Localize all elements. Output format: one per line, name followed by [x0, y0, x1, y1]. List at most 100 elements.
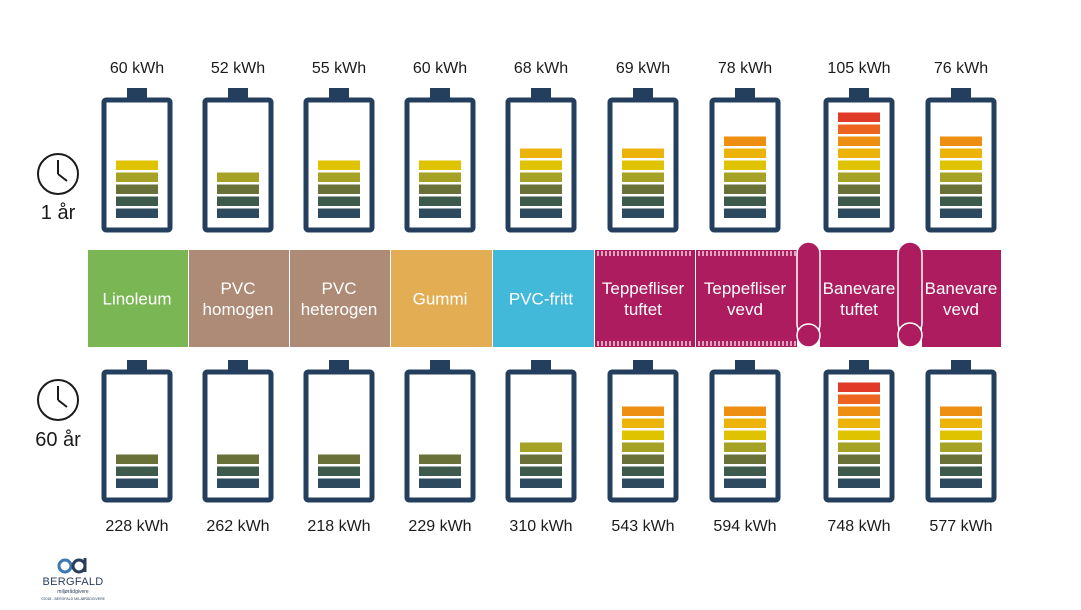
battery-segment	[318, 454, 360, 464]
battery-segment	[622, 172, 664, 182]
clock-icon	[37, 153, 79, 195]
period-label-top: 1 år	[41, 202, 76, 224]
battery-segment	[838, 394, 880, 404]
battery-segment	[116, 184, 158, 194]
battery-segment	[217, 172, 259, 182]
category-block	[595, 250, 695, 347]
battery-segment	[940, 430, 982, 440]
logo-copyright: ©2018 - BERGFALD MILJØRÅDGIVERE	[40, 597, 106, 601]
category-band: Linoleum PVC homogen PVC heterogen Gummi PVC-f…	[88, 241, 1001, 348]
battery-segment	[520, 478, 562, 488]
battery-segment	[622, 148, 664, 158]
battery	[303, 88, 375, 233]
battery-cap	[849, 88, 869, 100]
value-label: 78 kWh	[718, 60, 772, 77]
battery	[709, 88, 781, 233]
battery-segment	[318, 466, 360, 476]
battery-segment	[940, 442, 982, 452]
value-label: 262 kWh	[206, 518, 269, 535]
value-label: 105 kWh	[827, 60, 890, 77]
battery-cap	[430, 360, 450, 372]
battery-segment	[419, 160, 461, 170]
battery-segment	[838, 148, 880, 158]
battery-segment	[838, 454, 880, 464]
battery-segment	[520, 160, 562, 170]
battery-segment	[838, 478, 880, 488]
battery-segment	[838, 124, 880, 134]
battery-segment	[940, 208, 982, 218]
battery-segment	[838, 406, 880, 416]
battery-segment	[419, 478, 461, 488]
battery-cap	[127, 360, 147, 372]
battery-segment	[724, 466, 766, 476]
battery-segment	[622, 466, 664, 476]
battery-segment	[419, 208, 461, 218]
battery-rows	[101, 88, 997, 503]
battery	[823, 360, 895, 503]
battery	[505, 360, 577, 503]
battery-segment	[724, 136, 766, 146]
period-label-bottom: 60 år	[35, 429, 81, 451]
battery-segment	[622, 442, 664, 452]
battery	[101, 88, 173, 233]
battery-segment	[622, 160, 664, 170]
battery-cap	[531, 360, 551, 372]
category-block	[189, 250, 289, 347]
battery-segment	[318, 196, 360, 206]
battery-segment	[520, 184, 562, 194]
value-label: 60 kWh	[413, 60, 467, 77]
category-block	[88, 250, 188, 347]
battery-segment	[940, 148, 982, 158]
clock-icon	[37, 379, 79, 421]
category-block	[391, 250, 492, 347]
battery	[925, 360, 997, 503]
battery-segment	[940, 478, 982, 488]
battery-segment	[724, 478, 766, 488]
value-label: 68 kWh	[514, 60, 568, 77]
battery-segment	[838, 418, 880, 428]
battery-segment	[217, 478, 259, 488]
battery-segment	[318, 478, 360, 488]
battery-segment	[724, 208, 766, 218]
battery-segment	[520, 148, 562, 158]
battery-cap	[329, 88, 349, 100]
value-label: 218 kWh	[307, 518, 370, 535]
battery-segment	[116, 196, 158, 206]
battery-cap	[228, 88, 248, 100]
carpet-fringe	[597, 251, 691, 346]
battery-segment	[940, 466, 982, 476]
battery	[607, 88, 679, 233]
battery-segment	[622, 478, 664, 488]
battery-segment	[838, 184, 880, 194]
battery-segment	[116, 454, 158, 464]
battery-segment	[724, 184, 766, 194]
battery	[505, 88, 577, 233]
battery	[101, 360, 173, 503]
battery-segment	[217, 184, 259, 194]
battery	[607, 360, 679, 503]
battery-cap	[951, 360, 971, 372]
value-label: 55 kWh	[312, 60, 366, 77]
logo-tagline: miljørådgivere	[57, 589, 89, 595]
battery-segment	[724, 172, 766, 182]
battery-segment	[419, 196, 461, 206]
battery-segment	[838, 172, 880, 182]
battery-segment	[724, 454, 766, 464]
battery-cap	[849, 360, 869, 372]
battery-segment	[520, 208, 562, 218]
battery-cap	[228, 360, 248, 372]
battery-segment	[724, 430, 766, 440]
value-label: 310 kWh	[509, 518, 572, 535]
carpet-fringe	[698, 251, 796, 346]
battery	[925, 88, 997, 233]
battery-segment	[838, 466, 880, 476]
battery-segment	[940, 172, 982, 182]
battery-segment	[622, 454, 664, 464]
category-label: vevd	[943, 300, 979, 319]
battery-segment	[116, 478, 158, 488]
battery-segment	[838, 208, 880, 218]
battery-segment	[838, 196, 880, 206]
battery-cap	[735, 360, 755, 372]
battery-segment	[318, 172, 360, 182]
